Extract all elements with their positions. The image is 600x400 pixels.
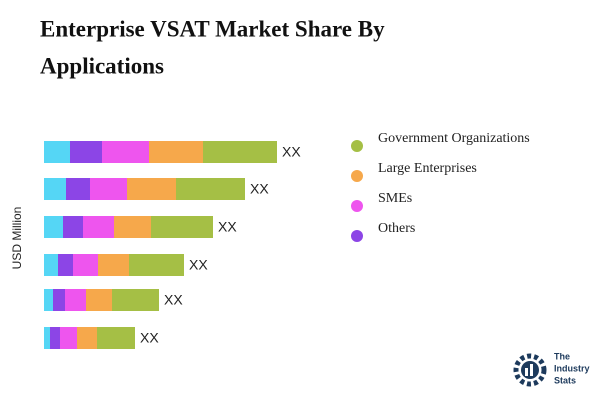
y-axis-label: USD Million [10, 207, 24, 270]
legend-marker [351, 140, 363, 152]
total-label: XX [140, 330, 159, 346]
bar-segment [203, 141, 277, 163]
bar-segment [44, 216, 63, 238]
bar-segment [44, 178, 66, 200]
bar-segment [70, 141, 102, 163]
legend-marker [351, 200, 363, 212]
total-label: XX [250, 181, 269, 197]
legend-marker [351, 170, 363, 182]
total-label: XX [218, 219, 237, 235]
bar-segment [114, 216, 151, 238]
logo [513, 353, 547, 387]
bar-segment [86, 289, 112, 311]
bar-segment [58, 254, 73, 276]
bar-segment [127, 178, 176, 200]
bar-segment [176, 178, 245, 200]
bar-segment [97, 327, 135, 349]
legend-label: Others [378, 221, 415, 236]
chart-title: Applications [40, 53, 164, 78]
bar-segment [83, 216, 114, 238]
bar-segment [53, 289, 65, 311]
bar-segment [44, 327, 50, 349]
bar-segment [44, 141, 70, 163]
bar-segment [44, 289, 53, 311]
bar-segment [112, 289, 159, 311]
total-label: XX [164, 292, 183, 308]
logo-text: The [554, 351, 570, 361]
legend-marker [351, 230, 363, 242]
bar-segment [60, 327, 77, 349]
logo-text: Stats [554, 375, 576, 385]
bar-segment [63, 216, 83, 238]
legend-label: Large Enterprises [378, 161, 477, 176]
logo-bar [530, 364, 533, 376]
chart-title: Enterprise VSAT Market Share By [40, 16, 385, 41]
bar-segment [77, 327, 97, 349]
logo-text: Industry [554, 363, 590, 373]
bar-segment [98, 254, 129, 276]
bar-segment [73, 254, 98, 276]
logo-bar [525, 368, 528, 376]
bar-segment [65, 289, 86, 311]
legend-label: Government Organizations [378, 131, 530, 146]
bar-segment [129, 254, 184, 276]
bar-segment [149, 141, 203, 163]
total-label: XX [282, 144, 301, 160]
logo-gear [513, 353, 547, 387]
legend-label: SMEs [378, 191, 412, 206]
bar-segment [44, 254, 58, 276]
bar-segment [50, 327, 60, 349]
total-label: XX [189, 257, 208, 273]
bar-segment [151, 216, 213, 238]
bar-segment [90, 178, 127, 200]
bar-segment [66, 178, 90, 200]
bar-segment [102, 141, 149, 163]
